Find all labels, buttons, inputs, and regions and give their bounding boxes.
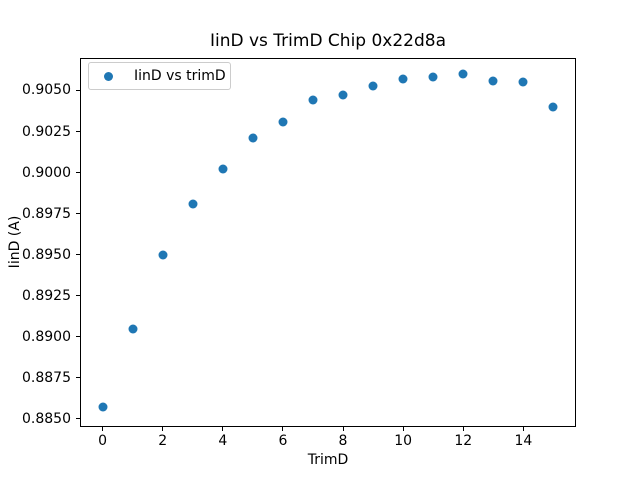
chart-title: IinD vs TrimD Chip 0x22d8a	[209, 31, 447, 51]
data-point	[158, 250, 168, 260]
y-tick-mark	[76, 213, 80, 215]
x-tick-label: 0	[98, 433, 107, 450]
data-point	[278, 117, 288, 127]
x-tick-mark	[162, 427, 164, 432]
y-tick-mark	[76, 336, 80, 338]
y-tick-label: 0.8850	[22, 410, 71, 427]
legend: IinD vs trimD	[88, 62, 231, 90]
data-point	[548, 102, 558, 112]
y-tick-label: 0.8950	[22, 246, 71, 263]
data-point	[98, 402, 108, 412]
data-point	[488, 76, 498, 86]
x-tick-label: 8	[338, 433, 348, 450]
x-tick-mark	[402, 427, 404, 432]
y-tick-label: 0.8875	[22, 369, 71, 386]
y-tick-mark	[76, 131, 80, 133]
x-tick-label: 14	[514, 433, 533, 450]
y-tick-label: 0.8975	[22, 205, 71, 222]
y-tick-mark	[76, 295, 80, 297]
y-tick-mark	[76, 89, 80, 91]
x-tick-mark	[342, 427, 344, 432]
x-tick-mark	[102, 427, 104, 432]
scatter-marker-icon	[104, 71, 113, 81]
y-tick-mark	[76, 418, 80, 420]
data-point	[338, 90, 348, 100]
data-point	[218, 164, 228, 174]
data-point	[128, 324, 138, 334]
data-point	[308, 95, 318, 105]
x-axis-label: TrimD	[307, 452, 349, 468]
data-point	[518, 77, 528, 87]
y-tick-label: 0.9050	[22, 82, 71, 99]
y-tick-label: 0.9000	[22, 164, 71, 181]
data-point	[458, 69, 468, 79]
y-tick-mark	[76, 172, 80, 174]
x-tick-label: 12	[454, 433, 473, 450]
x-tick-label: 2	[158, 433, 168, 450]
y-tick-label: 0.9025	[22, 123, 71, 140]
legend-label: IinD vs trimD	[134, 68, 226, 84]
x-tick-mark	[462, 427, 464, 432]
data-point	[398, 74, 408, 84]
x-tick-label: 10	[394, 433, 413, 450]
data-point	[368, 81, 378, 91]
x-tick-mark	[222, 427, 224, 432]
x-tick-label: 6	[278, 433, 288, 450]
x-tick-mark	[282, 427, 284, 432]
data-point	[188, 199, 198, 209]
data-point	[428, 72, 438, 82]
x-tick-label: 4	[218, 433, 228, 450]
plot-area	[80, 58, 576, 427]
y-tick-mark	[76, 254, 80, 256]
y-tick-label: 0.8900	[22, 328, 71, 345]
y-tick-label: 0.8925	[22, 287, 71, 304]
x-tick-mark	[522, 427, 524, 432]
y-tick-mark	[76, 377, 80, 379]
data-point	[248, 133, 258, 143]
